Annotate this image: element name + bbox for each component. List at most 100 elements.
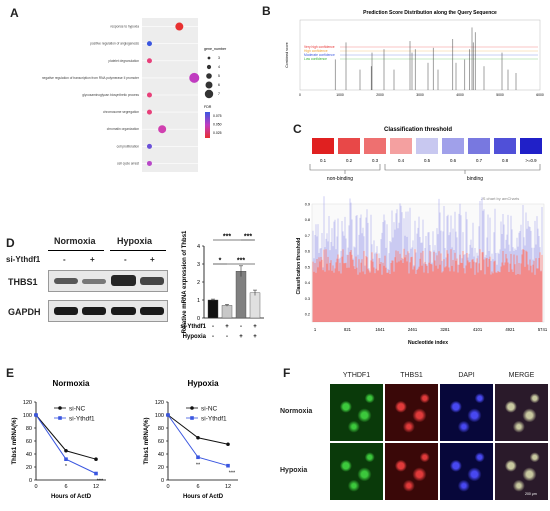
panel-d-significance: *** bbox=[237, 258, 245, 265]
panel-c-ytick: 0.7 bbox=[305, 234, 310, 238]
panel-label-c: C bbox=[293, 122, 302, 136]
panel-e-legend-label: si-NC bbox=[69, 406, 86, 413]
panel-f-column-header: YTHDF1 bbox=[342, 372, 371, 379]
panel-a-legend-size-label: 4 bbox=[218, 65, 220, 69]
panel-c-xtick: 1 bbox=[314, 327, 317, 332]
panel-a-term-label: cell cycle arrest bbox=[117, 161, 139, 165]
panel-d-si-sign: + bbox=[225, 324, 229, 330]
panel-f-row-label: Hypoxia bbox=[280, 466, 308, 474]
panel-d-ytick: 3 bbox=[197, 262, 200, 268]
panel-e-point bbox=[34, 413, 38, 417]
panel-c-scale-label: 0.7 bbox=[476, 158, 483, 163]
gapdh-label: GAPDH bbox=[8, 307, 41, 317]
panel-c-xtick: 821 bbox=[344, 327, 352, 332]
panel-d-bar bbox=[249, 292, 261, 319]
panel-d-si-sign: + bbox=[253, 324, 257, 330]
panel-d-row-si: si-Ythdf1 bbox=[180, 324, 206, 330]
panel-f-micrograph-tile bbox=[495, 443, 548, 500]
panel-c-scale-label: 0.5 bbox=[424, 158, 431, 163]
panel-b-ylabel: Combined score bbox=[285, 42, 289, 68]
panel-c-ytick: 0.9 bbox=[305, 202, 310, 206]
panel-f-micrograph-tile bbox=[440, 443, 493, 500]
panel-c-nonbinding: non-binding bbox=[327, 176, 353, 182]
panel-e-ytick: 100 bbox=[23, 413, 32, 419]
panel-d-hyp-sign: + bbox=[239, 334, 243, 340]
sign-3: - bbox=[124, 255, 127, 264]
panel-a-dot bbox=[146, 58, 152, 64]
panel-f-row-label: Normoxia bbox=[280, 407, 313, 415]
panel-e-legend-label: si-NC bbox=[201, 406, 218, 413]
panel-d-hyp-sign: - bbox=[226, 334, 228, 340]
panel-c-ytick: 0.2 bbox=[305, 313, 310, 317]
panel-f-micrographs: YTHDF1 THBS1 DAPI MERGE Normoxia Hypoxia 200 μ… bbox=[280, 372, 550, 511]
panel-a-fdr-label: 0.075 bbox=[213, 114, 222, 118]
panel-f-micrograph-tile bbox=[385, 384, 438, 441]
hypoxia-underline bbox=[110, 250, 166, 251]
panel-c-scale-label: >=0.9 bbox=[525, 158, 537, 163]
panel-b-xtick: 2000 bbox=[376, 93, 384, 97]
gapdh-band bbox=[140, 307, 164, 315]
panel-a-legend-size-title: gene_number bbox=[204, 47, 227, 51]
gapdh-blot bbox=[48, 300, 168, 322]
panel-e-ytick: 40 bbox=[26, 452, 32, 458]
gapdh-band bbox=[82, 307, 106, 315]
panel-e-ytick: 0 bbox=[161, 478, 164, 484]
panel-b-legend-item: Low confidence bbox=[304, 57, 327, 61]
panel-b-legend-item: Very high confidence bbox=[304, 45, 335, 49]
panel-e-title: Hypoxia bbox=[187, 379, 219, 388]
panel-b-score-chart: Prediction Score Distribution along the … bbox=[270, 0, 550, 110]
panel-c-scale-label: 0.2 bbox=[346, 158, 353, 163]
panel-a-dotplot: response to hypoxia positive regulation o… bbox=[42, 18, 227, 172]
panel-d-si-sign: - bbox=[240, 324, 242, 330]
panel-e-ytick: 120 bbox=[23, 400, 32, 406]
panel-a-dot bbox=[189, 72, 200, 83]
panel-f-column-header: MERGE bbox=[508, 372, 535, 379]
panel-e-ytick: 80 bbox=[158, 426, 164, 432]
panel-b-xtick: 1000 bbox=[336, 93, 344, 97]
thbs1-band bbox=[140, 277, 164, 285]
panel-e-ytick: 100 bbox=[155, 413, 164, 419]
thbs1-band bbox=[111, 275, 136, 286]
panel-a-legend-size-dot bbox=[204, 89, 214, 99]
panel-f-column-header: THBS1 bbox=[400, 372, 423, 379]
panel-e-point bbox=[64, 457, 68, 461]
panel-a-legend-size-label: 3 bbox=[218, 56, 220, 60]
western-si-label: si-Ythdf1 bbox=[6, 255, 41, 264]
panel-a-fdr-label: 0.025 bbox=[213, 131, 222, 135]
panel-b-legend-item: High confidence bbox=[304, 49, 328, 53]
panel-e-legend-label: si-Ythdf1 bbox=[69, 416, 95, 423]
panel-c-ytick: 0.3 bbox=[305, 297, 310, 301]
panel-c-scale-swatch bbox=[390, 138, 412, 154]
panel-b-xtick: 0 bbox=[299, 93, 301, 97]
panel-c-scale-swatch bbox=[468, 138, 490, 154]
panel-b-xtick: 5000 bbox=[496, 93, 504, 97]
panel-d-ylabel: Relative mRNA expression of Thbs1 bbox=[182, 230, 188, 333]
panel-e-point bbox=[196, 455, 200, 460]
panel-a-legend-size-dot bbox=[206, 73, 212, 79]
panel-label-d: D bbox=[6, 236, 15, 250]
panel-e-annotation: ** bbox=[196, 462, 201, 468]
panel-f-micrograph-tile bbox=[330, 443, 383, 500]
sign-1: - bbox=[63, 255, 66, 264]
panel-e-xtick: 6 bbox=[196, 484, 199, 490]
panel-d-significance: *** bbox=[223, 234, 231, 241]
gapdh-band bbox=[54, 307, 78, 315]
panel-a-dot bbox=[158, 125, 167, 134]
panel-e-point bbox=[94, 457, 98, 461]
panel-e-point bbox=[166, 413, 170, 417]
panel-f-micrograph-tile bbox=[495, 384, 548, 441]
panel-c-scale-swatch bbox=[338, 138, 360, 154]
panel-d-hyp-sign: + bbox=[253, 334, 257, 340]
panel-c-scale-label: 0.6 bbox=[450, 158, 457, 163]
western-normoxia-label: Normoxia bbox=[54, 236, 96, 246]
panel-a-dot bbox=[175, 22, 184, 31]
panel-c-scale-label: 0.1 bbox=[320, 158, 327, 163]
panel-e-xtick: 0 bbox=[166, 484, 169, 490]
panel-c-scale-label: 0.4 bbox=[398, 158, 405, 163]
panel-b-xtick: 3000 bbox=[416, 93, 424, 97]
panel-a-fdr-colorbar bbox=[205, 112, 210, 138]
panel-e-annotation: * bbox=[65, 464, 68, 470]
panel-c-ytick: 0.4 bbox=[305, 281, 310, 285]
panel-e-legend-label: si-Ythdf1 bbox=[201, 416, 227, 423]
